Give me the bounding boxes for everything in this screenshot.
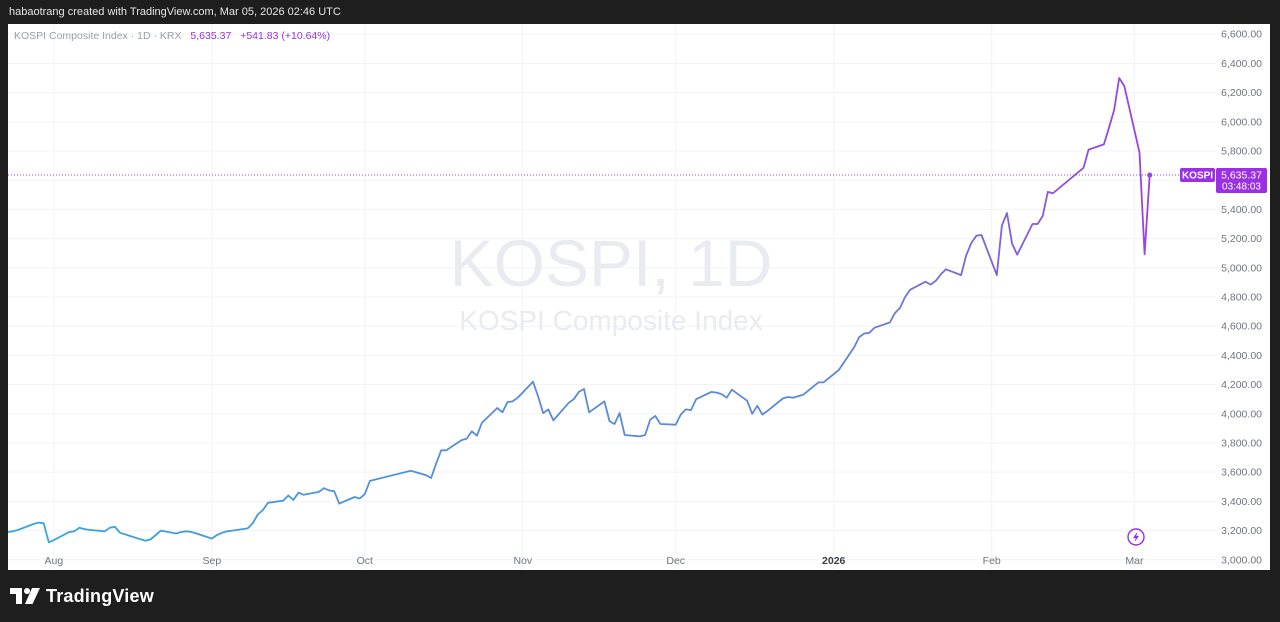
y-tick-label: 3,200.00	[1221, 525, 1262, 537]
watermark-title: KOSPI, 1D	[450, 226, 773, 300]
legend-price: 5,635.37	[190, 30, 231, 42]
legend: KOSPI Composite Index · 1D · KRX 5,635.3…	[14, 30, 330, 42]
y-tick-label: 3,400.00	[1221, 496, 1262, 508]
x-tick-label: Oct	[357, 555, 373, 567]
current-price-label: KOSPI 5,635.37 03:48:03	[1180, 168, 1267, 194]
watermark: KOSPI, 1D KOSPI Composite Index	[450, 226, 773, 336]
y-tick-label: 3,600.00	[1221, 467, 1262, 479]
y-tick-label: 5,000.00	[1221, 262, 1262, 274]
y-tick-label: 5,800.00	[1221, 146, 1262, 158]
last-price-dot	[1147, 172, 1153, 178]
y-tick-label: 4,200.00	[1221, 379, 1262, 391]
x-tick-label: Nov	[513, 555, 532, 567]
watermark-subtitle: KOSPI Composite Index	[459, 305, 762, 336]
price-label-countdown: 03:48:03	[1222, 182, 1261, 193]
chart-panel[interactable]: KOSPI, 1D KOSPI Composite Index 3,000.00…	[7, 24, 1270, 570]
y-tick-label: 6,600.00	[1221, 29, 1262, 41]
x-tick-label: Dec	[666, 555, 685, 567]
y-tick-label: 4,000.00	[1221, 408, 1262, 420]
y-tick-label: 3,800.00	[1221, 437, 1262, 449]
tradingview-brand: TradingView	[46, 585, 154, 606]
lightning-icon[interactable]	[1127, 528, 1145, 546]
price-label-tag-bg	[1180, 168, 1215, 183]
y-tick-label: 5,200.00	[1221, 233, 1262, 245]
legend-symbol: KOSPI Composite Index · 1D · KRX	[14, 30, 181, 42]
y-tick-label: 4,400.00	[1221, 350, 1262, 362]
grid-lines	[8, 24, 1216, 570]
legend-change: +541.83 (+10.64%)	[240, 30, 330, 42]
y-tick-label: 6,200.00	[1221, 87, 1262, 99]
x-tick-label: 2026	[822, 555, 846, 567]
footer-bar: TradingView	[0, 570, 1280, 622]
time-axis[interactable]: Aug Sep Oct Nov Dec 2026 Feb Mar	[45, 555, 1144, 567]
y-tick-label: 6,000.00	[1221, 116, 1262, 128]
y-tick-label: 4,800.00	[1221, 292, 1262, 304]
price-chart[interactable]: KOSPI, 1D KOSPI Composite Index 3,000.00…	[7, 24, 1270, 570]
price-label-value-bg	[1216, 168, 1267, 194]
attribution-bar: habaotrang created with TradingView.com,…	[0, 0, 1280, 24]
attribution-text: habaotrang created with TradingView.com,…	[9, 6, 341, 18]
tradingview-logo[interactable]: TradingView	[10, 585, 154, 607]
x-tick-label: Mar	[1125, 555, 1144, 567]
price-axis[interactable]: 3,000.00 3,200.00 3,400.00 3,600.00 3,800.00…	[1221, 29, 1262, 567]
y-tick-label: 3,000.00	[1221, 554, 1262, 566]
price-label-value: 5,635.37	[1221, 170, 1262, 182]
svg-text:KOSPI Composite Index · 1D · K: KOSPI Composite Index · 1D · KRX 5,635.3…	[14, 30, 330, 42]
kospi-line	[7, 77, 1151, 544]
y-tick-label: 5,400.00	[1221, 204, 1262, 216]
tradingview-logo-icon	[10, 588, 40, 604]
x-tick-label: Aug	[45, 555, 64, 567]
y-tick-label: 6,400.00	[1221, 58, 1262, 70]
x-tick-label: Feb	[983, 555, 1001, 567]
price-label-tag: KOSPI	[1182, 171, 1213, 182]
y-tick-label: 4,600.00	[1221, 321, 1262, 333]
x-tick-label: Sep	[203, 555, 222, 567]
